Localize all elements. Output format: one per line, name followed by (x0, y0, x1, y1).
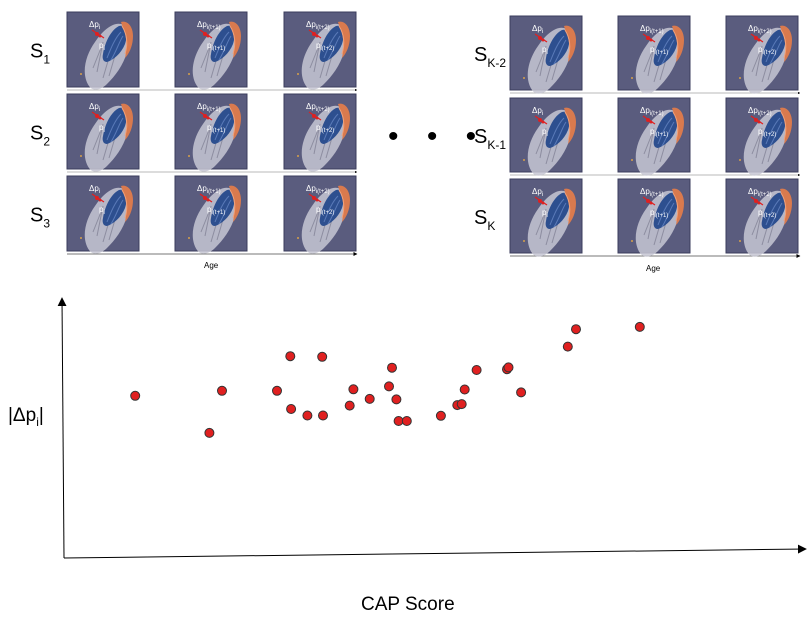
data-point (503, 362, 514, 373)
brain-thumbnail: Δpi pi (66, 93, 140, 173)
data-point (272, 385, 282, 396)
delta-label: Δpi (532, 106, 543, 117)
brain-thumbnail: Δpi pi (509, 178, 583, 258)
point-label: pi (99, 123, 105, 134)
point-label: pi(t+2) (316, 41, 334, 52)
point-label: pi (542, 208, 548, 219)
data-point (344, 400, 355, 411)
x-axis-title: CAP Score (361, 594, 455, 615)
delta-label: Δpi(t+1) (640, 106, 664, 117)
brain-thumbnail: Δpi(t+2) pi(t+2) (283, 93, 357, 173)
data-point (387, 362, 397, 373)
data-point (317, 351, 328, 362)
delta-label: Δpi(t+2) (306, 102, 330, 113)
data-point (471, 365, 482, 375)
point-label: pi (99, 205, 105, 216)
panel-right: SK-2 Δpi pi Δpi(t+1) pi(t+1) Δpi(t+2) pi(t+2) S… (474, 15, 801, 273)
data-point (364, 393, 375, 404)
point-label: pi(t+1) (207, 41, 225, 52)
point-label: pi(t+1) (207, 123, 225, 134)
delta-label: Δpi(t+1) (197, 184, 221, 195)
delta-label: Δpi(t+2) (306, 20, 330, 31)
subject-label: SK-2 (474, 44, 506, 70)
delta-label: Δpi(t+2) (748, 106, 772, 117)
scatter-plot: |Δpi| CAP Score (8, 297, 807, 615)
data-point (634, 321, 645, 332)
data-point (217, 385, 227, 396)
point-label: pi(t+1) (650, 45, 668, 56)
brain-thumbnail: Δpi(t+1) pi(t+1) (174, 11, 248, 91)
data-point (286, 404, 297, 414)
delta-label: Δpi (532, 24, 543, 35)
data-point (393, 416, 404, 426)
data-point (459, 384, 470, 395)
brain-thumbnail: Δpi(t+2) pi(t+2) (725, 15, 799, 95)
point-label: pi(t+2) (758, 127, 776, 138)
subject-label: S3 (30, 205, 50, 231)
scatter-points (130, 321, 645, 438)
brain-thumbnail: Δpi pi (509, 97, 583, 177)
data-point (401, 416, 412, 426)
delta-label: Δpi(t+2) (748, 24, 772, 35)
delta-label: Δpi(t+1) (197, 20, 221, 31)
point-label: pi (542, 127, 548, 138)
brain-thumbnail: Δpi pi (66, 11, 140, 91)
point-label: pi (99, 41, 105, 52)
panel-left: S1 Δpi pi Δpi(t+1) pi(t+1) Δpi(t+2) pi(t+2) S2 Δ… (30, 11, 358, 270)
point-label: pi(t+1) (207, 205, 225, 216)
data-point (456, 399, 467, 410)
data-point (562, 341, 573, 352)
delta-label: Δpi (89, 184, 100, 195)
point-label: pi(t+1) (650, 127, 668, 138)
point-label: pi(t+1) (650, 208, 668, 219)
data-point (571, 324, 581, 335)
delta-label: Δpi (89, 102, 100, 113)
brain-thumbnail: Δpi(t+1) pi(t+1) (617, 15, 691, 95)
brain-thumbnail: Δpi(t+2) pi(t+2) (283, 175, 357, 255)
subject-label: SK (474, 207, 495, 233)
y-axis (57, 297, 67, 559)
point-label: pi(t+2) (316, 205, 334, 216)
point-label: pi(t+2) (758, 45, 776, 56)
delta-label: Δpi(t+1) (640, 24, 664, 35)
subject-label: S2 (30, 123, 50, 149)
brain-thumbnail: Δpi(t+1) pi(t+1) (617, 97, 691, 177)
age-label: Age (204, 261, 219, 270)
brain-thumbnail: Δpi(t+1) pi(t+1) (617, 178, 691, 258)
delta-label: Δpi (89, 20, 100, 31)
brain-thumbnail: Δpi(t+1) pi(t+1) (174, 175, 248, 255)
brain-thumbnail: Δpi(t+2) pi(t+2) (725, 97, 799, 177)
ellipsis: • • • (388, 120, 486, 153)
data-point (285, 351, 296, 362)
delta-label: Δpi(t+1) (197, 102, 221, 113)
delta-label: Δpi(t+2) (748, 187, 772, 198)
data-point (302, 410, 313, 421)
delta-label: Δpi (532, 187, 543, 198)
data-point (348, 384, 359, 395)
subject-label: S1 (30, 41, 50, 67)
data-point (384, 381, 394, 392)
point-label: pi (542, 45, 548, 56)
brain-thumbnail: Δpi pi (66, 175, 140, 255)
data-point (391, 394, 402, 405)
data-point (204, 427, 215, 438)
brain-thumbnail: Δpi(t+2) pi(t+2) (725, 178, 799, 258)
age-label: Age (646, 264, 661, 273)
data-point (130, 390, 141, 401)
subject-label: SK-1 (474, 126, 506, 152)
data-point (516, 387, 527, 398)
delta-label: Δpi(t+2) (306, 184, 330, 195)
data-point (435, 410, 446, 421)
data-point (318, 410, 328, 421)
x-axis (63, 544, 807, 559)
brain-thumbnail: Δpi(t+1) pi(t+1) (174, 93, 248, 173)
point-label: pi(t+2) (758, 208, 776, 219)
point-label: pi(t+2) (316, 123, 334, 134)
brain-thumbnail: Δpi pi (509, 15, 583, 95)
delta-label: Δpi(t+1) (640, 187, 664, 198)
brain-thumbnail: Δpi(t+2) pi(t+2) (283, 11, 357, 91)
y-axis-title: |Δpi| (8, 405, 44, 429)
